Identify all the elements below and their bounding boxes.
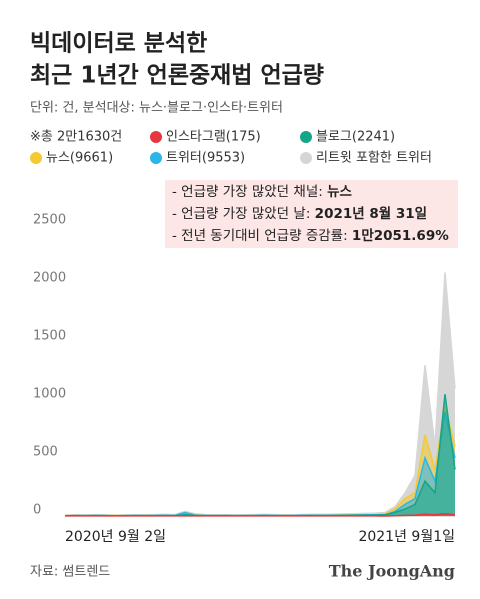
area [65,394,455,516]
annotation-label: - 언급량 가장 많았던 날: [172,206,310,222]
annotation: - 언급량 가장 많았던 날: 2021년 8월 31일 [172,205,427,222]
legend-label: 리트윗 포함한 트위터 [316,151,432,166]
brand: The JoongAng [329,562,455,581]
line [64,411,456,517]
annotation: - 전년 동기대비 언급량 증감률: 1만2051.69% [172,228,449,244]
annotation-value: 뉴스 [327,184,352,200]
legend-label: 블로그(2241) [316,130,395,145]
area [65,405,455,516]
source: 자료: 썸트렌드 [30,565,110,580]
x-tick-label: 2020년 9월 2일 [65,529,166,545]
x-tick-label: 2021년 9월1일 [358,529,455,545]
legend-swatch [150,131,162,143]
y-tick-label: 1000 [33,387,66,402]
annotation-value: 2021년 8월 31일 [315,205,427,222]
chart-title: 빅데이터로 분석한 [30,31,207,57]
y-tick-label: 2000 [33,271,66,286]
area [65,272,455,516]
annotation-label: - 언급량 가장 많았던 채널: [172,184,323,200]
legend-label: 뉴스(9661) [46,151,113,166]
line [64,394,456,517]
y-tick-label: 2500 [33,213,66,228]
annotation-label: - 전년 동기대비 언급량 증감률: [172,228,348,244]
legend-swatch [300,131,312,143]
line [64,272,456,516]
legend-label: 트위터(9553) [166,151,245,166]
legend-swatch [150,152,162,164]
annotation-box [165,180,458,248]
subtitle: 단위: 건, 분석대상: 뉴스·블로그·인스타·트위터 [30,101,283,116]
annotation: - 언급량 가장 많았던 채널: 뉴스 [172,184,353,200]
y-tick-label: 500 [33,445,58,460]
line [64,405,456,517]
chart-title: 최근 1년간 언론중재법 언급량 [30,63,324,89]
y-tick-label: 1500 [33,329,66,344]
area [65,411,455,516]
total-note: ※총 2만1630건 [30,130,122,145]
line [65,512,456,517]
annotation-value: 1만2051.69% [352,228,449,244]
y-tick-label: 0 [33,503,41,518]
legend-swatch [300,152,312,164]
legend-swatch [30,152,42,164]
legend-label: 인스타그램(175) [166,130,261,145]
